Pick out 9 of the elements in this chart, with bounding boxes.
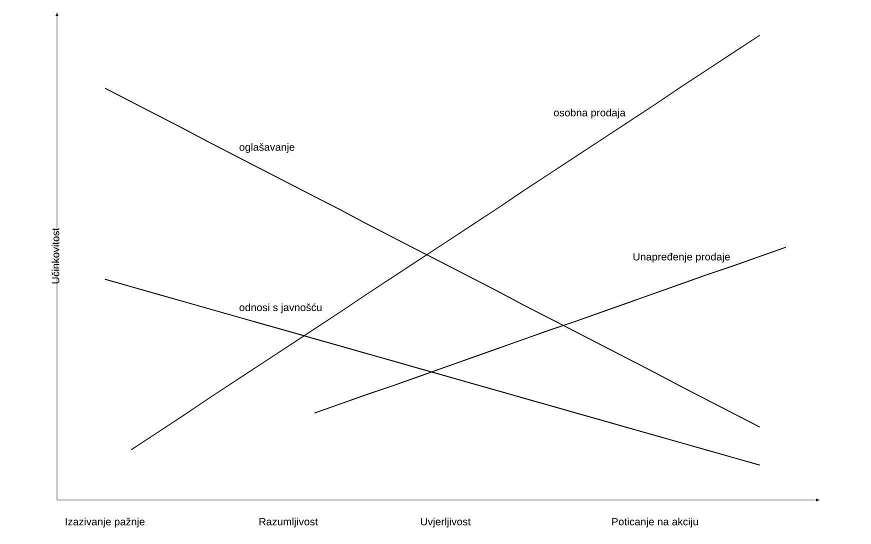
x-tick-label: Razumljivost xyxy=(260,518,318,528)
y-axis-title: Učinkovitost xyxy=(52,228,60,284)
x-tick-label: Poticanje na akciju xyxy=(612,518,698,528)
series-label: osobna prodaja xyxy=(554,108,626,118)
series-label: oglašavanje xyxy=(240,143,294,153)
x-tick-label: Izazivanje pažnje xyxy=(66,518,145,528)
series-label: Unapređenje prodaje xyxy=(633,252,730,263)
series-label: odnosi s javnošću xyxy=(240,303,322,314)
x-tick-label: Uvjerljivost xyxy=(420,518,471,528)
